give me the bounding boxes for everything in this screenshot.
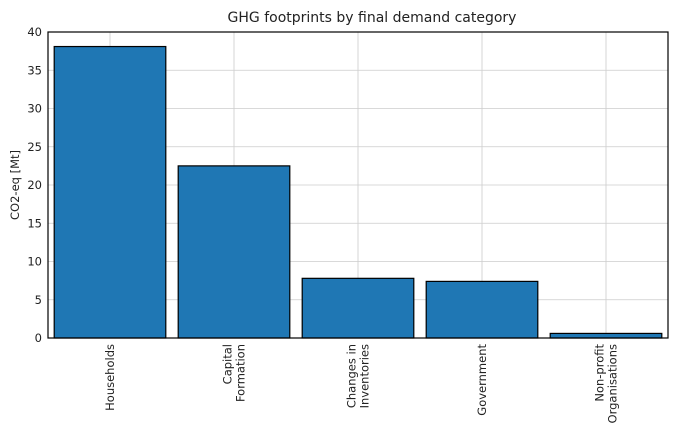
x-tick-label: Organisations	[606, 344, 620, 423]
y-tick-label: 35	[27, 63, 42, 77]
x-tick-label: Inventories	[358, 344, 372, 408]
bar	[177, 165, 291, 339]
x-tick-label: Capital	[221, 344, 235, 384]
y-tick-label: 20	[27, 178, 42, 192]
y-tick-label: 15	[27, 216, 42, 230]
plot-frame	[47, 31, 669, 339]
chart-title: GHG footprints by final demand category	[228, 10, 517, 26]
x-tick-label: Government	[475, 344, 489, 416]
y-tick-label: 5	[35, 293, 42, 307]
x-axis-ticks: Households Capital Formation Changes in Inve…	[103, 344, 620, 424]
y-tick-label: 0	[35, 331, 42, 345]
y-tick-label: 40	[27, 25, 42, 39]
y-tick-label: 25	[27, 140, 42, 154]
bar	[301, 277, 415, 339]
y-axis-ticks: 0 5 10 15 20 25 30 35 40	[27, 25, 42, 345]
x-tick-label: Formation	[234, 344, 248, 402]
y-axis-label: CO2-eq [Mt]	[8, 150, 22, 220]
bar	[53, 45, 167, 339]
y-tick-label: 10	[27, 255, 42, 269]
bar	[425, 280, 539, 339]
bar	[549, 332, 663, 339]
bars	[53, 45, 663, 339]
y-tick-label: 30	[27, 102, 42, 116]
x-tick-label: Changes in	[345, 344, 359, 408]
x-tick-label: Households	[103, 344, 117, 411]
x-tick-label: Non-profit	[593, 344, 607, 402]
